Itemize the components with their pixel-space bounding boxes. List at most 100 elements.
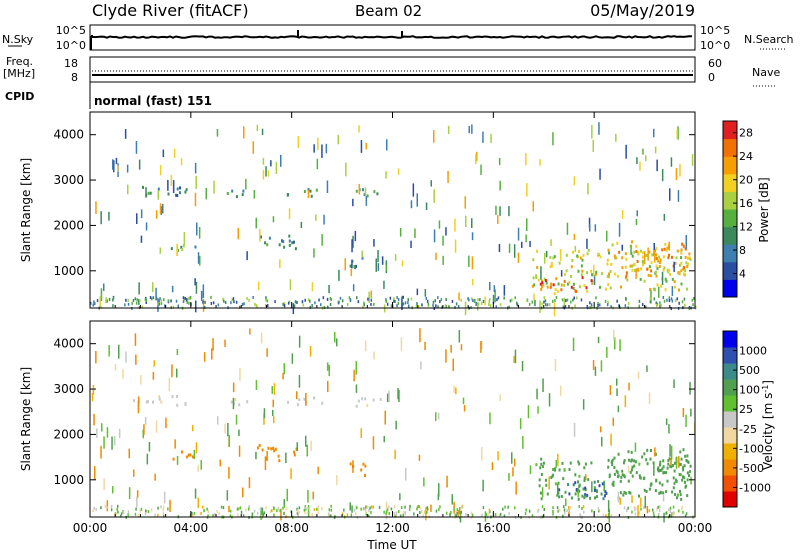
echo-cell <box>607 248 610 252</box>
echo-cell <box>316 158 319 170</box>
echo-cell <box>517 252 520 263</box>
echo-cell <box>574 245 577 252</box>
echo-cell <box>544 478 547 482</box>
echo-cell <box>160 400 163 404</box>
echo-cell <box>665 418 668 425</box>
echo-cell <box>686 471 689 475</box>
echo-cell <box>383 510 385 514</box>
nsearch-tick-top: 10^5 <box>700 24 730 37</box>
echo-cell <box>680 251 683 255</box>
echo-cell <box>413 512 415 516</box>
echo-cell <box>660 284 663 288</box>
echo-cell <box>226 192 229 195</box>
echo-cell <box>237 227 239 240</box>
echo-cell <box>337 134 339 145</box>
echo-cell <box>314 301 316 305</box>
echo-cell <box>679 489 681 493</box>
echo-cell <box>678 473 681 477</box>
echo-cell <box>663 471 666 475</box>
echo-cell <box>95 351 97 364</box>
echo-cell <box>659 469 662 472</box>
echo-cell <box>627 479 630 483</box>
echo-cell <box>256 305 258 309</box>
echo-cell <box>642 148 644 155</box>
echo-cell <box>636 210 638 217</box>
echo-cell <box>658 261 661 265</box>
echo-cell <box>686 454 689 458</box>
echo-cell <box>252 296 254 299</box>
echo-cell <box>438 220 441 229</box>
echo-cell <box>93 302 96 306</box>
echo-cell <box>356 296 358 300</box>
echo-cell <box>181 450 183 454</box>
echo-cell <box>330 504 332 508</box>
echo-cell <box>421 510 423 514</box>
echo-cell <box>590 303 593 307</box>
echo-cell <box>654 489 657 493</box>
echo-cell <box>283 304 286 308</box>
echo-cell <box>670 465 673 469</box>
echo-cell <box>621 256 624 260</box>
echo-cell <box>330 514 332 518</box>
echo-cell <box>328 364 330 377</box>
echo-cell <box>144 298 147 301</box>
echo-cell <box>267 170 270 177</box>
echo-cell <box>676 129 678 139</box>
echo-cell <box>626 278 629 282</box>
echo-cell <box>484 296 486 306</box>
echo-cell <box>360 507 362 511</box>
echo-cell <box>373 351 375 360</box>
echo-cell <box>683 297 686 301</box>
echo-cell <box>675 479 678 483</box>
echo-cell <box>301 300 304 304</box>
echo-cell <box>567 509 570 513</box>
echo-cell <box>172 305 175 309</box>
echo-cell <box>498 243 501 253</box>
echo-cell <box>513 244 516 258</box>
echo-cell <box>541 465 544 469</box>
echo-cell <box>634 512 637 516</box>
echo-cell <box>666 298 668 302</box>
echo-cell <box>464 196 466 209</box>
echo-cell <box>685 261 688 265</box>
echo-cell <box>596 490 599 494</box>
echo-cell <box>353 265 356 268</box>
echo-cell <box>458 510 460 517</box>
echo-cell <box>581 494 584 498</box>
echo-cell <box>593 480 596 484</box>
echo-cell <box>666 479 669 483</box>
echo-cell <box>594 224 597 232</box>
echo-cell <box>378 505 381 509</box>
echo-cell <box>481 447 483 461</box>
echo-cell <box>682 510 684 514</box>
echo-cell <box>118 428 121 438</box>
echo-cell <box>145 222 148 231</box>
echo-cell <box>170 299 172 303</box>
echo-cell <box>187 453 190 457</box>
echo-cell <box>668 508 670 511</box>
echo-cell <box>586 271 588 275</box>
echo-cell <box>311 513 314 517</box>
echo-cell <box>677 190 680 202</box>
echo-cell <box>94 466 96 480</box>
echo-cell <box>170 247 173 251</box>
echo-cell <box>235 195 238 199</box>
echo-cell <box>658 265 661 268</box>
echo-cell <box>328 508 330 512</box>
echo-cell <box>106 427 109 438</box>
echo-cell <box>171 395 174 399</box>
echo-cell <box>306 444 308 457</box>
echo-cell <box>255 380 258 390</box>
echo-cell <box>668 253 670 257</box>
echo-cell <box>671 490 674 494</box>
echo-cell <box>482 506 485 510</box>
echo-cell <box>108 211 110 221</box>
echo-cell <box>638 462 641 466</box>
echo-cell <box>680 269 683 273</box>
echo-cell <box>242 189 245 193</box>
echo-cell <box>582 253 585 257</box>
echo-cell <box>364 464 367 468</box>
echo-cell <box>145 400 148 404</box>
echo-cell <box>254 302 256 306</box>
echo-cell <box>674 285 677 289</box>
